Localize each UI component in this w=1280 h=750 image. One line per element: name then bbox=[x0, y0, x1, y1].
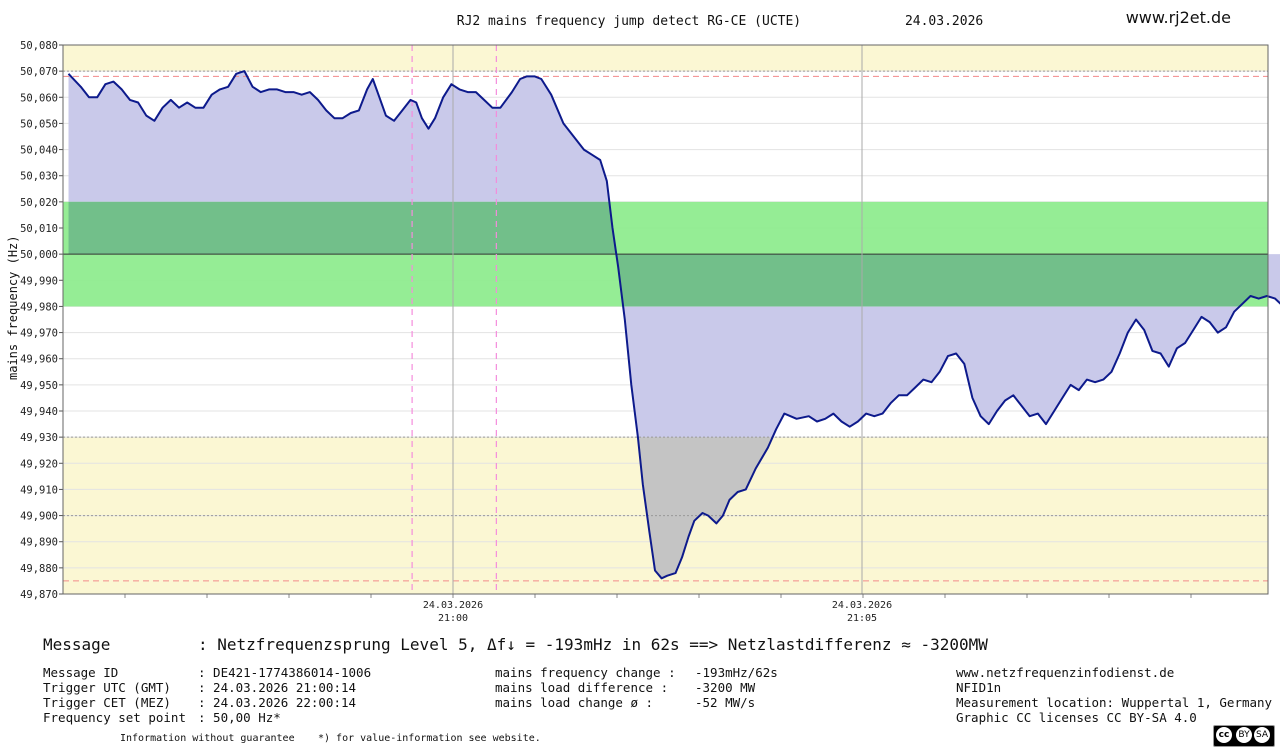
y-tick-label: 50,080 bbox=[20, 40, 58, 52]
info-license: Graphic CC licenses CC BY-SA 4.0 bbox=[956, 710, 1197, 725]
y-tick-label: 49,990 bbox=[20, 275, 58, 287]
message-text: : Netzfrequenzsprung Level 5, Δf↓ = -193… bbox=[198, 635, 988, 654]
info-label: Trigger UTC (GMT) bbox=[43, 680, 171, 695]
y-tick-label: 49,940 bbox=[20, 406, 58, 418]
footnote: *) for value-information see website. bbox=[318, 733, 541, 744]
info-value: : 24.03.2026 21:00:14 bbox=[198, 680, 357, 695]
chart-date: 24.03.2026 bbox=[904, 14, 984, 29]
info-value: -3200 MW bbox=[695, 680, 756, 695]
info-value: -193mHz/62s bbox=[695, 665, 778, 680]
info-label: mains load difference : bbox=[495, 680, 669, 695]
plot-frame bbox=[62, 44, 1269, 595]
info-value: : 50,00 Hz* bbox=[198, 710, 281, 725]
y-tick-label: 49,950 bbox=[20, 380, 58, 392]
info-label: Trigger CET (MEZ) bbox=[43, 695, 171, 710]
y-tick-label: 50,030 bbox=[20, 171, 58, 183]
frequency-chart: 50,080 50,070 50,060 50,050 50,040 50,030 50,0… bbox=[20, 40, 1280, 624]
message-label: Message bbox=[43, 635, 111, 654]
info-location: Measurement location: Wuppertal 1, Germa… bbox=[956, 695, 1273, 710]
y-tick-label: 49,970 bbox=[20, 328, 58, 340]
y-tick-label: 49,920 bbox=[20, 458, 58, 470]
info-id: NFID1n bbox=[956, 680, 1002, 695]
x-tick-date: 24.03.2026 bbox=[423, 600, 483, 611]
y-tick-label: 50,020 bbox=[20, 197, 58, 209]
critical-deviation-fill bbox=[68, 437, 1268, 579]
info-label: Frequency set point bbox=[43, 710, 186, 725]
cc-icon: cc bbox=[1216, 727, 1232, 743]
y-tick-label: 50,010 bbox=[20, 223, 58, 235]
chart-title: RJ2 mains frequency jump detect RG-CE (U… bbox=[0, 14, 1280, 29]
info-label: mains load change ø : bbox=[495, 695, 654, 710]
y-tick-label: 50,000 bbox=[20, 249, 58, 261]
info-value: : 24.03.2026 22:00:14 bbox=[198, 695, 357, 710]
deviation-fill bbox=[68, 71, 1280, 579]
y-tick-label: 50,060 bbox=[20, 92, 58, 104]
y-tick-label: 49,870 bbox=[20, 589, 58, 601]
info-value: -52 MW/s bbox=[695, 695, 756, 710]
x-tick-time: 21:05 bbox=[847, 613, 877, 624]
upper-warning-zone bbox=[63, 45, 1268, 72]
by-icon: BY bbox=[1236, 727, 1252, 743]
x-tick-time: 21:00 bbox=[438, 613, 468, 624]
y-tick-label: 49,930 bbox=[20, 432, 58, 444]
y-tick-label: 49,960 bbox=[20, 354, 58, 366]
info-value: : DE421-1774386014-1006 bbox=[198, 665, 372, 680]
y-tick-label: 49,880 bbox=[20, 563, 58, 575]
sa-icon: SA bbox=[1254, 727, 1270, 743]
chart-title-text: RJ2 mains frequency jump detect RG-CE (U… bbox=[456, 14, 802, 29]
info-source-link[interactable]: www.netzfrequenzinfodienst.de bbox=[956, 665, 1175, 680]
info-label: Message ID bbox=[43, 665, 119, 680]
y-tick-label: 50,050 bbox=[20, 118, 58, 130]
y-tick-label: 50,040 bbox=[20, 145, 58, 157]
y-tick-label: 49,890 bbox=[20, 537, 58, 549]
y-tick-label: 49,980 bbox=[20, 301, 58, 313]
frequency-line bbox=[67, 70, 1280, 580]
x-tick-date: 24.03.2026 bbox=[832, 600, 892, 611]
site-url: www.rj2et.de bbox=[1125, 8, 1231, 27]
cc-license-badge[interactable]: cc BY SA bbox=[1213, 725, 1275, 747]
y-tick-label: 49,900 bbox=[20, 511, 58, 523]
disclaimer: Information without guarantee bbox=[120, 733, 295, 744]
y-tick-label: 49,910 bbox=[20, 484, 58, 496]
info-label: mains frequency change : bbox=[495, 665, 676, 680]
y-tick-label: 50,070 bbox=[20, 66, 58, 78]
